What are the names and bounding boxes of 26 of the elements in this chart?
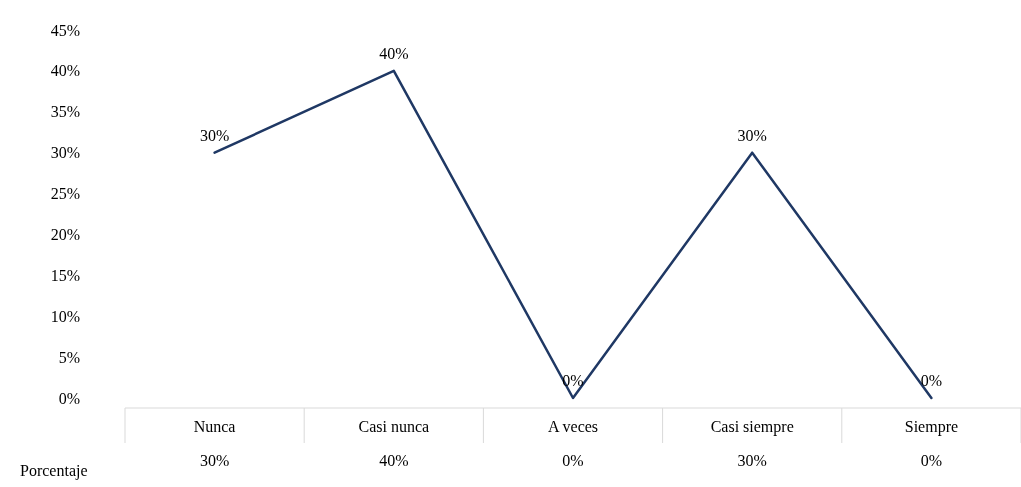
text: 0% bbox=[562, 372, 584, 389]
y-tick-label: 30% bbox=[50, 144, 80, 162]
y-tick-label: 40% bbox=[50, 62, 80, 80]
y-tick-label: 45% bbox=[50, 21, 80, 39]
text: 0% bbox=[920, 372, 943, 389]
data-label: 0% bbox=[920, 451, 943, 469]
text: 40% bbox=[379, 44, 409, 62]
y-tick-label: 20% bbox=[50, 226, 80, 244]
text: Porcentaje bbox=[20, 461, 88, 480]
y-tick-label: 5% bbox=[58, 348, 80, 366]
y-tick-label: 0% bbox=[58, 389, 80, 407]
data-label: 30% bbox=[199, 451, 230, 469]
y-tick-label: 15% bbox=[50, 266, 80, 284]
y-tick-label: 10% bbox=[50, 307, 80, 325]
x-tick-label: Siempre bbox=[904, 417, 959, 436]
y-tick-label: 25% bbox=[50, 185, 80, 203]
x-tick-label: A veces bbox=[547, 417, 599, 435]
x-tick-label: Casi nunca bbox=[358, 417, 430, 435]
y-tick-label: 35% bbox=[50, 103, 80, 121]
x-tick-label: Casi siempre bbox=[710, 417, 794, 436]
text: 30% bbox=[737, 126, 767, 144]
x-tick-label: Nunca bbox=[193, 417, 236, 435]
data-label: 30% bbox=[737, 451, 767, 469]
data-label: 40% bbox=[379, 451, 409, 469]
text: 30% bbox=[199, 126, 230, 144]
data-label: 0% bbox=[562, 451, 584, 469]
